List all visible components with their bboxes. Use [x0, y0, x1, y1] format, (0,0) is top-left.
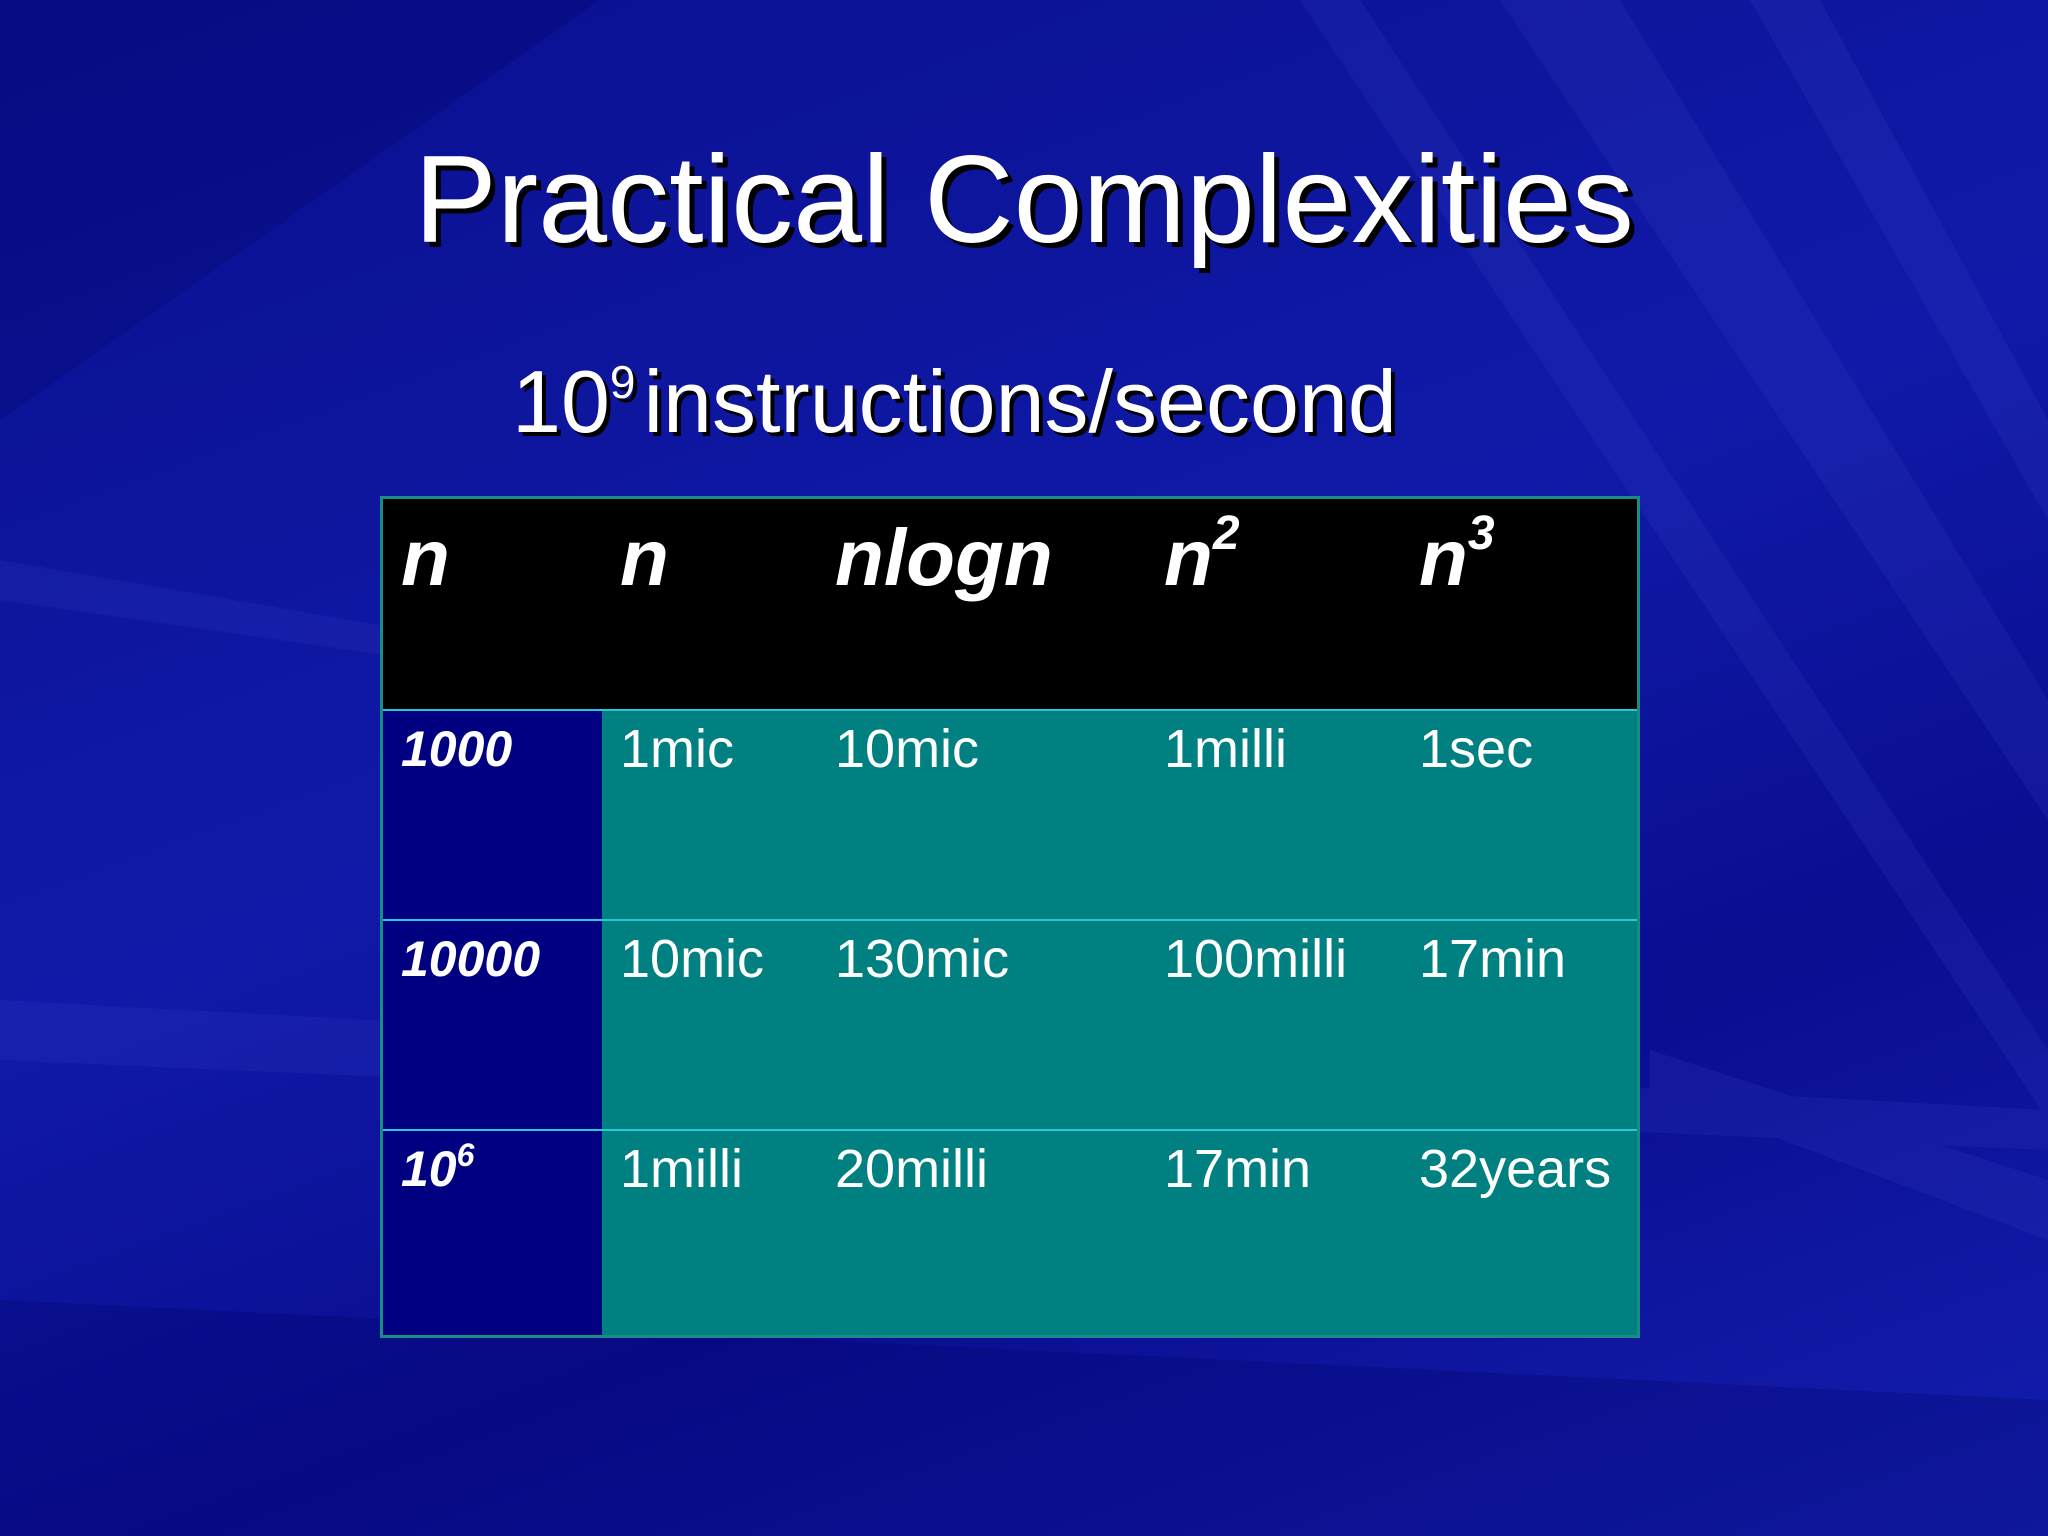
row-label-background — [383, 921, 602, 1129]
row-label-background — [383, 1131, 602, 1335]
table-cell: 17min — [1419, 929, 1567, 989]
row-label-base: 1000 — [401, 721, 513, 777]
row-label: 106 — [401, 1137, 475, 1205]
table-row: 106 1milli 20milli 17min 32years — [383, 1129, 1637, 1335]
header-base: n — [1419, 513, 1468, 602]
table-header-row: n n nlogn n2 n3 — [383, 499, 1637, 709]
table-cell: 1sec — [1419, 719, 1534, 779]
table-cell: 100milli — [1164, 929, 1348, 989]
slide-subtitle: 109instructions/second — [512, 352, 1397, 466]
table-cell: 10mic — [835, 719, 980, 779]
table-cell: 32years — [1419, 1139, 1612, 1199]
table-row: 1000 1mic 10mic 1milli 1sec — [383, 709, 1637, 919]
subtitle-base: 10 — [512, 352, 610, 451]
header-cell-n-size: n — [401, 513, 450, 615]
complexity-table: n n nlogn n2 n3 1000 1mic 10mic 1milli 1… — [380, 496, 1640, 1338]
row-label-exp: 6 — [456, 1137, 475, 1173]
header-base: n — [401, 513, 450, 602]
table-cell: 20milli — [835, 1139, 989, 1199]
subtitle-exponent: 9 — [609, 356, 636, 408]
table-row: 10000 10mic 130mic 100milli 17min — [383, 919, 1637, 1129]
header-cell-n-cubed: n3 — [1419, 507, 1495, 615]
table-cell: 1milli — [620, 1139, 744, 1199]
row-label-base: 10 — [401, 1141, 457, 1197]
row-label-base: 10000 — [401, 931, 541, 987]
row-label: 1000 — [401, 719, 512, 785]
row-label-background — [383, 711, 602, 919]
slide-title: Practical Complexities — [414, 131, 1634, 269]
header-base: nlogn — [835, 513, 1053, 602]
header-cell-nlogn: nlogn — [835, 513, 1053, 615]
table-cell: 17min — [1164, 1139, 1312, 1199]
table-cell: 1mic — [620, 719, 735, 779]
header-exp: 2 — [1212, 507, 1240, 560]
table-cell: 130mic — [835, 929, 1010, 989]
header-cell-n-squared: n2 — [1164, 507, 1240, 615]
table-cell: 1milli — [1164, 719, 1288, 779]
table-cell: 10mic — [620, 929, 765, 989]
subtitle-text: instructions/second — [643, 352, 1397, 451]
header-exp: 3 — [1467, 507, 1495, 560]
row-label: 10000 — [401, 929, 540, 995]
header-cell-n: n — [620, 513, 669, 615]
header-base: n — [620, 513, 669, 602]
header-base: n — [1164, 513, 1213, 602]
